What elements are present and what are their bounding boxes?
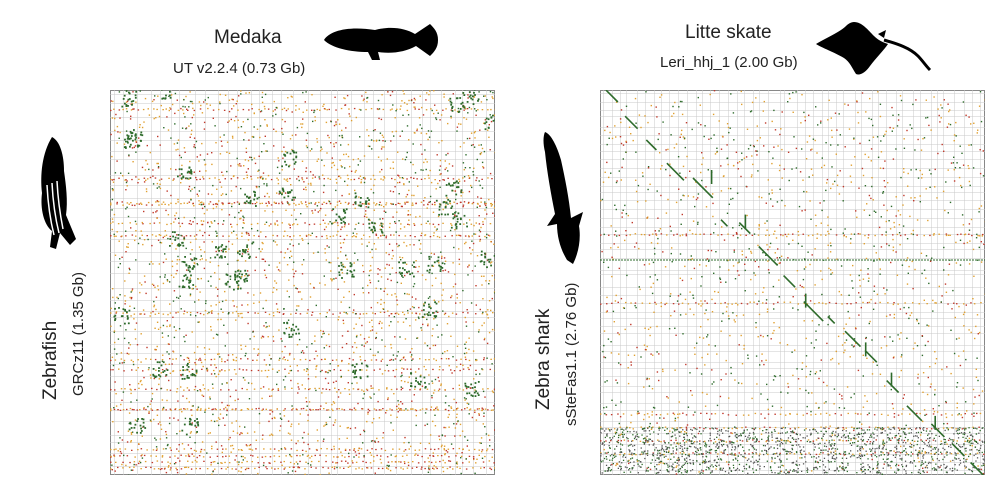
panel1-top-assembly: UT v2.2.4 (0.73 Gb) [173, 60, 306, 77]
zebrafish-silhouette-icon [41, 137, 76, 249]
panel2-left-assembly: sSteFas1.1 (2.76 Gb) [563, 282, 580, 426]
dotplot-medaka-zebrafish [110, 90, 495, 475]
skate-silhouette-icon [816, 22, 932, 75]
dot-layer [110, 90, 495, 475]
panel2-top-assembly: Leri_hhj_1 (2.00 Gb) [660, 54, 798, 71]
zebra-shark-silhouette-icon [543, 132, 583, 264]
dot-layer [600, 90, 985, 475]
panel2-left-species: Zebra shark [533, 308, 554, 410]
bottom-dense-band [600, 427, 985, 475]
horizontal-bands [600, 233, 985, 456]
plot-frame [600, 90, 985, 475]
horizontal-bands [110, 107, 495, 470]
plot-frame [110, 90, 495, 475]
medaka-silhouette-icon [324, 24, 438, 60]
panel1-left-assembly: GRCz11 (1.35 Gb) [70, 272, 87, 396]
panel1-top-species: Medaka [214, 27, 282, 48]
diagonal-segments [605, 90, 985, 475]
dotplot-skate-shark [600, 90, 985, 475]
grid-lines [110, 90, 495, 475]
cluster-layer [113, 90, 495, 436]
grid-lines [600, 90, 985, 475]
panel2-top-species: Litte skate [685, 22, 772, 43]
panel1-left-species: Zebrafish [40, 320, 61, 400]
